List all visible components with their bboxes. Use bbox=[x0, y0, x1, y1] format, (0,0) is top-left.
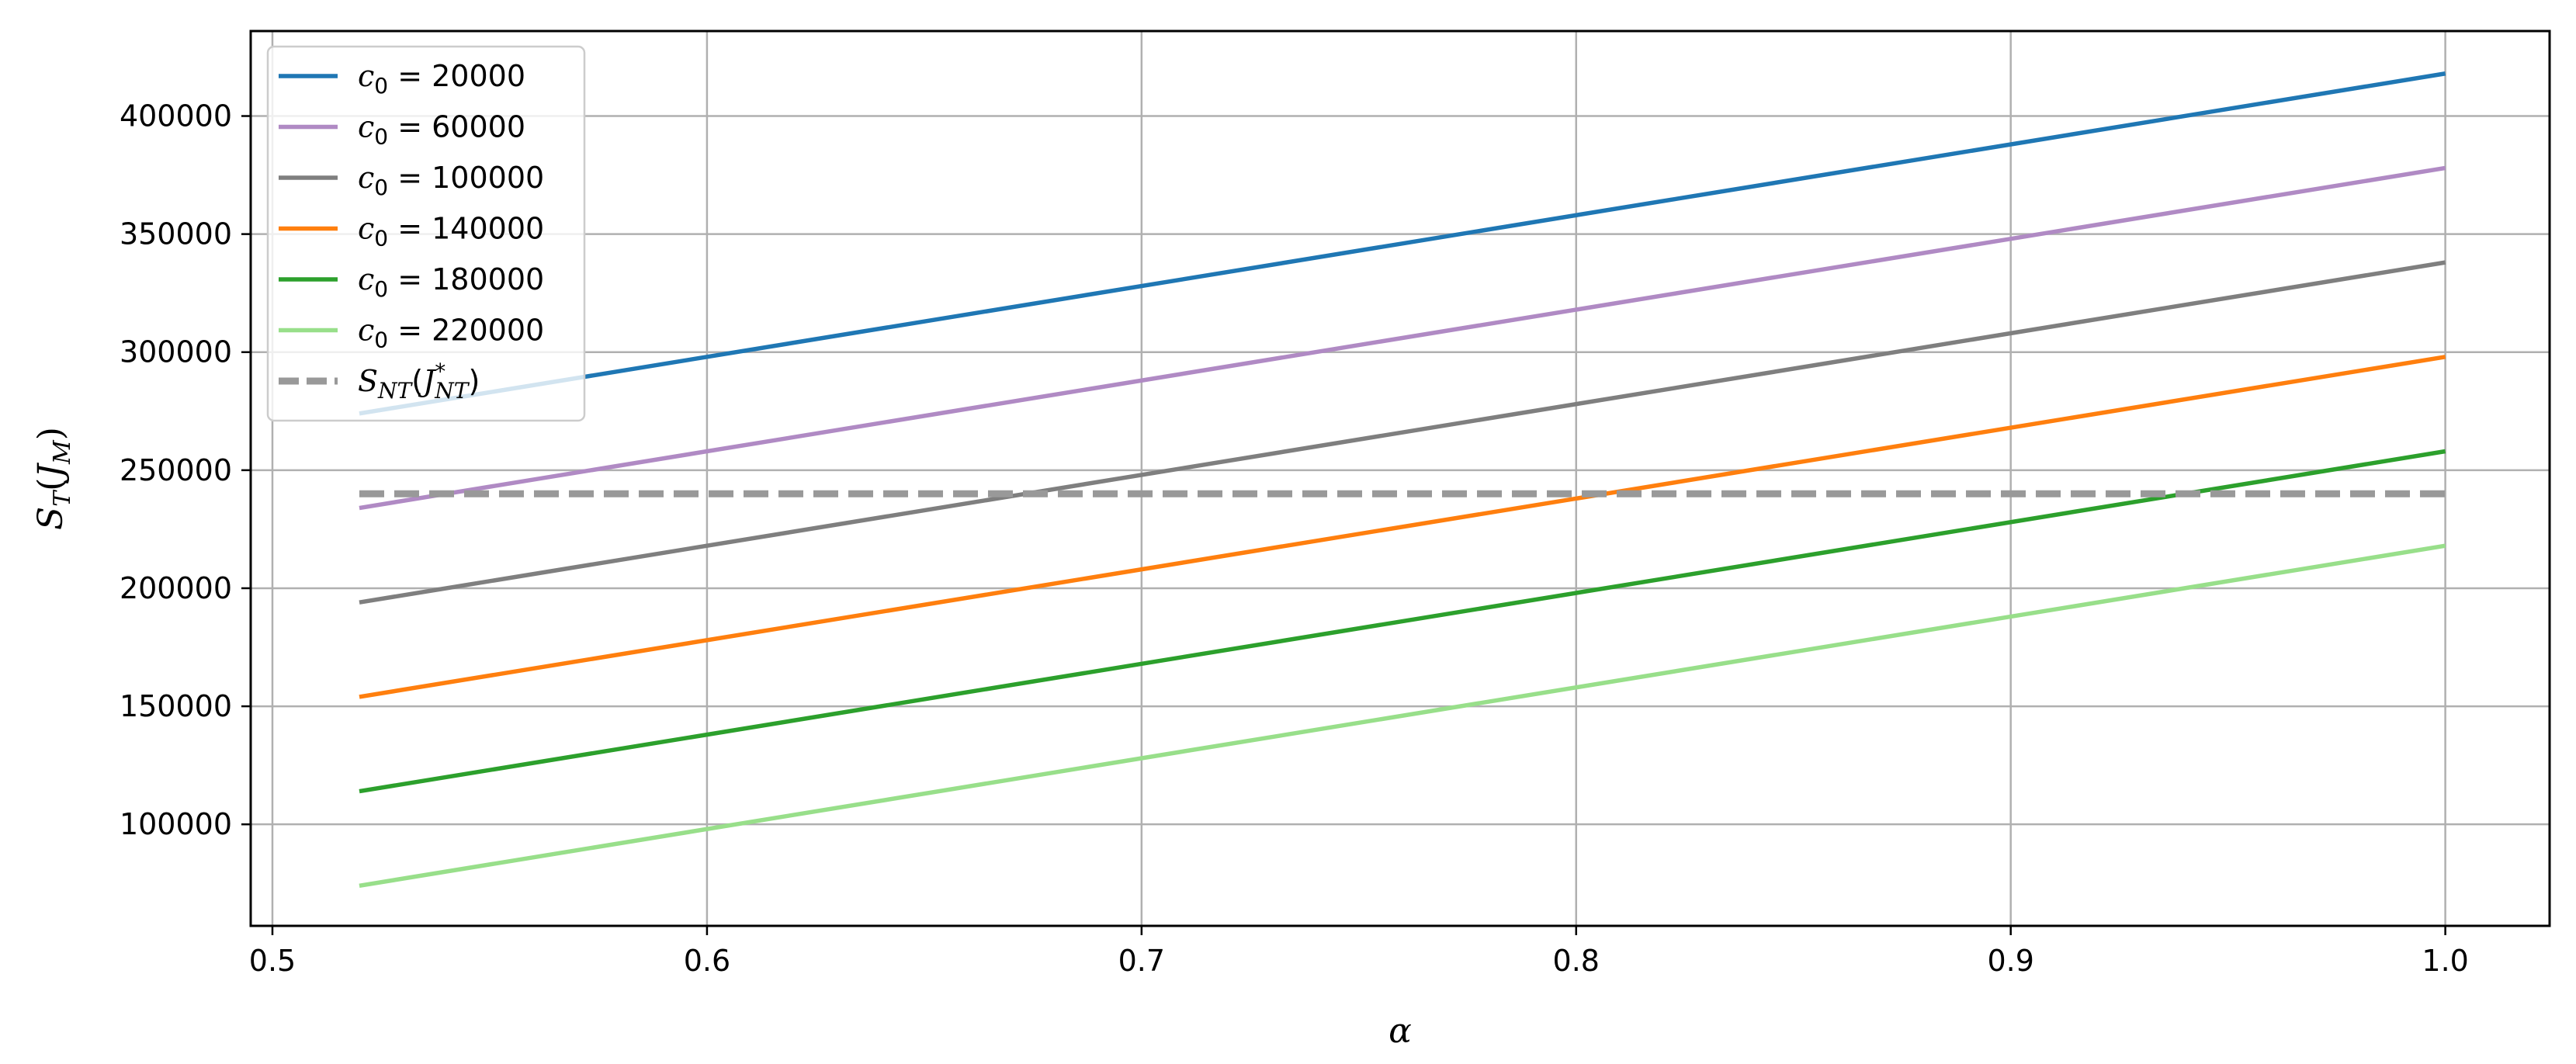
y-tick-label: 250000 bbox=[120, 453, 232, 487]
series-line bbox=[359, 449, 2446, 794]
y-tick-label: 200000 bbox=[120, 571, 232, 605]
plot-frame bbox=[249, 29, 2551, 927]
legend: c0 = 20000 c0 = 60000 c0 = 100000 c0 = 1400… bbox=[266, 45, 586, 422]
x-axis-ticks: 0.5 0.6 0.7 0.8 0.9 1.0 bbox=[249, 926, 2469, 978]
series-line bbox=[359, 355, 2446, 699]
x-tick-label: 0.8 bbox=[1553, 944, 1600, 978]
grid-lines bbox=[251, 31, 2550, 926]
legend-entry: c0 = 60000 bbox=[358, 110, 525, 150]
y-tick-label: 150000 bbox=[120, 689, 232, 723]
y-axis-label-arg-sub: M bbox=[49, 439, 76, 465]
y-axis-label-paren-open: ( bbox=[31, 478, 71, 491]
series-line bbox=[359, 165, 2446, 511]
legend-box bbox=[266, 45, 586, 422]
legend-entry: c0 = 20000 bbox=[358, 59, 525, 99]
y-axis-label-sub: T bbox=[49, 490, 76, 507]
x-tick-label: 0.9 bbox=[1987, 944, 2033, 978]
legend-entry: c0 = 220000 bbox=[358, 314, 544, 353]
y-axis-label: ST(JM) bbox=[31, 427, 76, 530]
y-tick-label: 350000 bbox=[120, 217, 232, 251]
y-tick-label: 100000 bbox=[120, 807, 232, 841]
y-axis-ticks: 100000 150000 200000 250000 300000 350000 4000… bbox=[120, 99, 251, 841]
x-tick-label: 1.0 bbox=[2422, 944, 2468, 978]
x-tick-label: 0.5 bbox=[249, 944, 296, 978]
legend-entry: c0 = 180000 bbox=[358, 262, 544, 302]
series-line bbox=[359, 71, 2446, 416]
series-line bbox=[359, 260, 2446, 605]
y-tick-label: 300000 bbox=[120, 335, 232, 369]
y-tick-label: 400000 bbox=[120, 99, 232, 133]
series-line bbox=[359, 543, 2446, 888]
legend-entry: SNT(J* NT) bbox=[358, 359, 480, 404]
series-lines bbox=[359, 71, 2446, 888]
x-tick-label: 0.7 bbox=[1118, 944, 1165, 978]
y-axis-label-paren-close: ) bbox=[31, 427, 71, 440]
y-axis-label-main: S bbox=[31, 507, 71, 530]
x-axis-label: α bbox=[1389, 1011, 1412, 1051]
legend-entry: c0 = 100000 bbox=[358, 161, 544, 200]
x-tick-label: 0.6 bbox=[684, 944, 730, 978]
legend-entry: c0 = 140000 bbox=[358, 212, 544, 251]
